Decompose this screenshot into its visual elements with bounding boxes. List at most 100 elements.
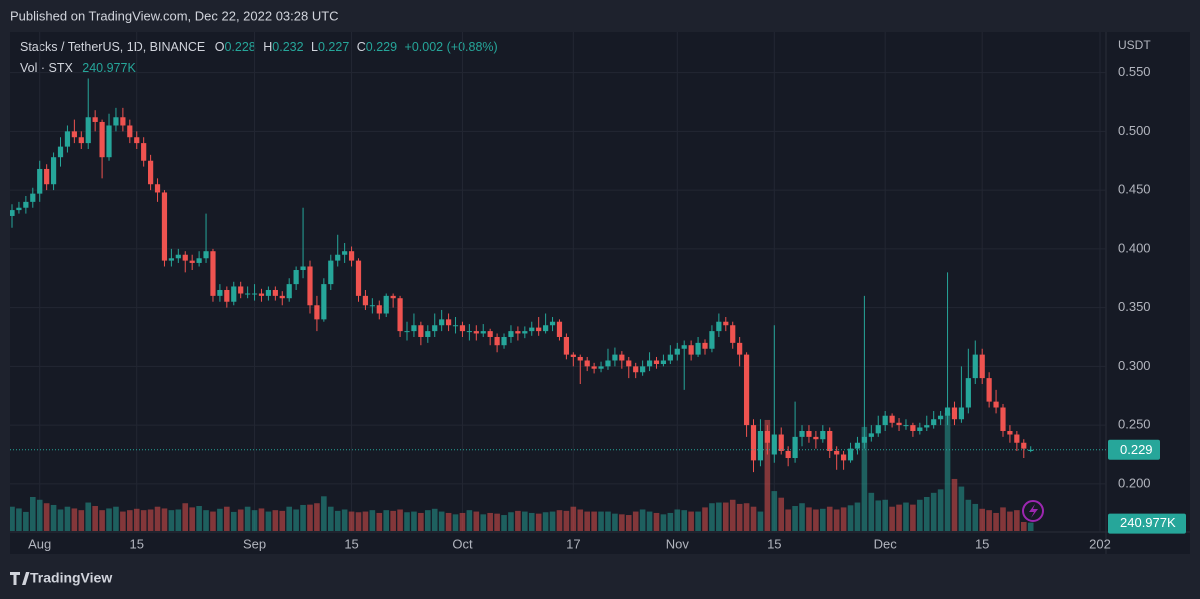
x-tick-label: 15 <box>975 536 989 551</box>
candle-body <box>293 270 299 285</box>
candle-body <box>861 436 867 443</box>
volume-bar <box>431 508 438 531</box>
volume-bar <box>459 512 466 531</box>
volume-bar <box>321 496 327 531</box>
volume-bar <box>23 511 29 531</box>
candle-body <box>224 289 230 302</box>
candle-body <box>944 407 951 416</box>
candle-body <box>993 401 999 408</box>
x-tick-label: 17 <box>566 536 580 551</box>
volume-bar <box>203 510 209 531</box>
volume-bar <box>612 513 618 531</box>
volume-bar <box>826 506 833 531</box>
volume-bar <box>473 511 480 531</box>
candle-body <box>612 354 618 361</box>
y-tick-label: 0.200 <box>1118 475 1151 490</box>
volume-bar <box>1000 507 1006 531</box>
volume-bar <box>300 504 306 531</box>
candle-body <box>10 210 15 216</box>
volume-bar <box>854 502 861 531</box>
price-unit: USDT <box>1118 38 1151 52</box>
ohlc-value: 0.228 <box>224 40 255 54</box>
candle-body <box>328 260 334 285</box>
published-note: Published on TradingView.com, Dec 22, 20… <box>10 8 339 23</box>
volume-bar <box>882 499 888 531</box>
candle-body <box>71 131 77 138</box>
candle-body <box>646 360 653 367</box>
volume-bar <box>917 499 923 531</box>
candle-body <box>335 254 341 261</box>
volume-bar <box>293 509 299 531</box>
candle-body <box>411 325 417 332</box>
volume-bar <box>757 511 764 531</box>
alert-icon[interactable] <box>1022 500 1044 522</box>
volume-bar <box>695 511 701 531</box>
candle-body <box>854 442 861 449</box>
candle-body <box>64 131 71 147</box>
volume-bar <box>411 511 417 531</box>
candle-body <box>154 184 161 193</box>
volume-bar <box>743 503 750 531</box>
candle-body <box>896 422 902 426</box>
volume-bar <box>217 508 223 531</box>
alert-bolt <box>1029 504 1038 518</box>
candle-body <box>549 321 556 326</box>
candle-body <box>931 419 937 426</box>
candle-body <box>660 360 667 365</box>
candle-body <box>556 321 563 337</box>
ohlc-value: 0.232 <box>272 40 303 54</box>
volume-bar <box>986 510 992 531</box>
volume-bar <box>99 510 105 531</box>
volume-bar <box>979 508 985 531</box>
candle-body <box>591 366 597 369</box>
volume-bar <box>376 512 383 531</box>
candle-body <box>730 325 736 343</box>
volume-bar <box>224 506 230 531</box>
candle-body <box>314 305 320 320</box>
chart-area <box>10 32 1190 554</box>
candle-body <box>522 331 528 334</box>
y-tick-label: 0.250 <box>1118 417 1151 432</box>
volume-bar <box>930 492 937 531</box>
volume-bar <box>792 506 798 531</box>
volume-bar <box>937 489 944 531</box>
candle-body <box>251 293 258 295</box>
candle-body <box>369 305 375 307</box>
volume-bar <box>806 507 812 531</box>
candle-body <box>1000 407 1006 431</box>
volume-bar <box>244 506 251 531</box>
candle-body <box>175 254 181 259</box>
volume-bar <box>279 510 286 531</box>
volume-bar <box>64 506 71 531</box>
volume-bar <box>508 512 514 531</box>
volume-bar <box>535 513 542 531</box>
volume-bar <box>397 509 403 531</box>
candle-body <box>92 117 98 122</box>
volume-bar <box>993 512 999 531</box>
volume-bar <box>584 511 590 531</box>
candle-body <box>16 207 22 211</box>
volume-bar <box>896 504 902 531</box>
x-tick-label: Sep <box>243 536 266 551</box>
volume-bar <box>258 508 265 531</box>
volume-bar <box>868 492 875 531</box>
candle-body <box>640 366 646 373</box>
candle-body <box>709 331 715 349</box>
volume-bar <box>189 507 195 531</box>
candle-body <box>134 137 140 144</box>
candle-body <box>868 433 874 437</box>
volume-bar <box>494 513 500 531</box>
candle-body <box>570 354 576 357</box>
volume-bar <box>314 503 320 531</box>
volume-bar <box>1007 511 1013 531</box>
legend: Stacks / TetherUS, 1D, BINANCE O0.228 H0… <box>20 40 498 54</box>
volume-bar <box>556 510 563 531</box>
candle-body <box>799 430 805 437</box>
candle-body <box>355 260 362 296</box>
candle-body <box>23 201 29 208</box>
candle-body <box>737 342 743 355</box>
candle-body <box>286 284 292 299</box>
volume-bar <box>709 503 715 531</box>
candle-body <box>182 254 188 261</box>
volume-bar <box>286 506 292 531</box>
